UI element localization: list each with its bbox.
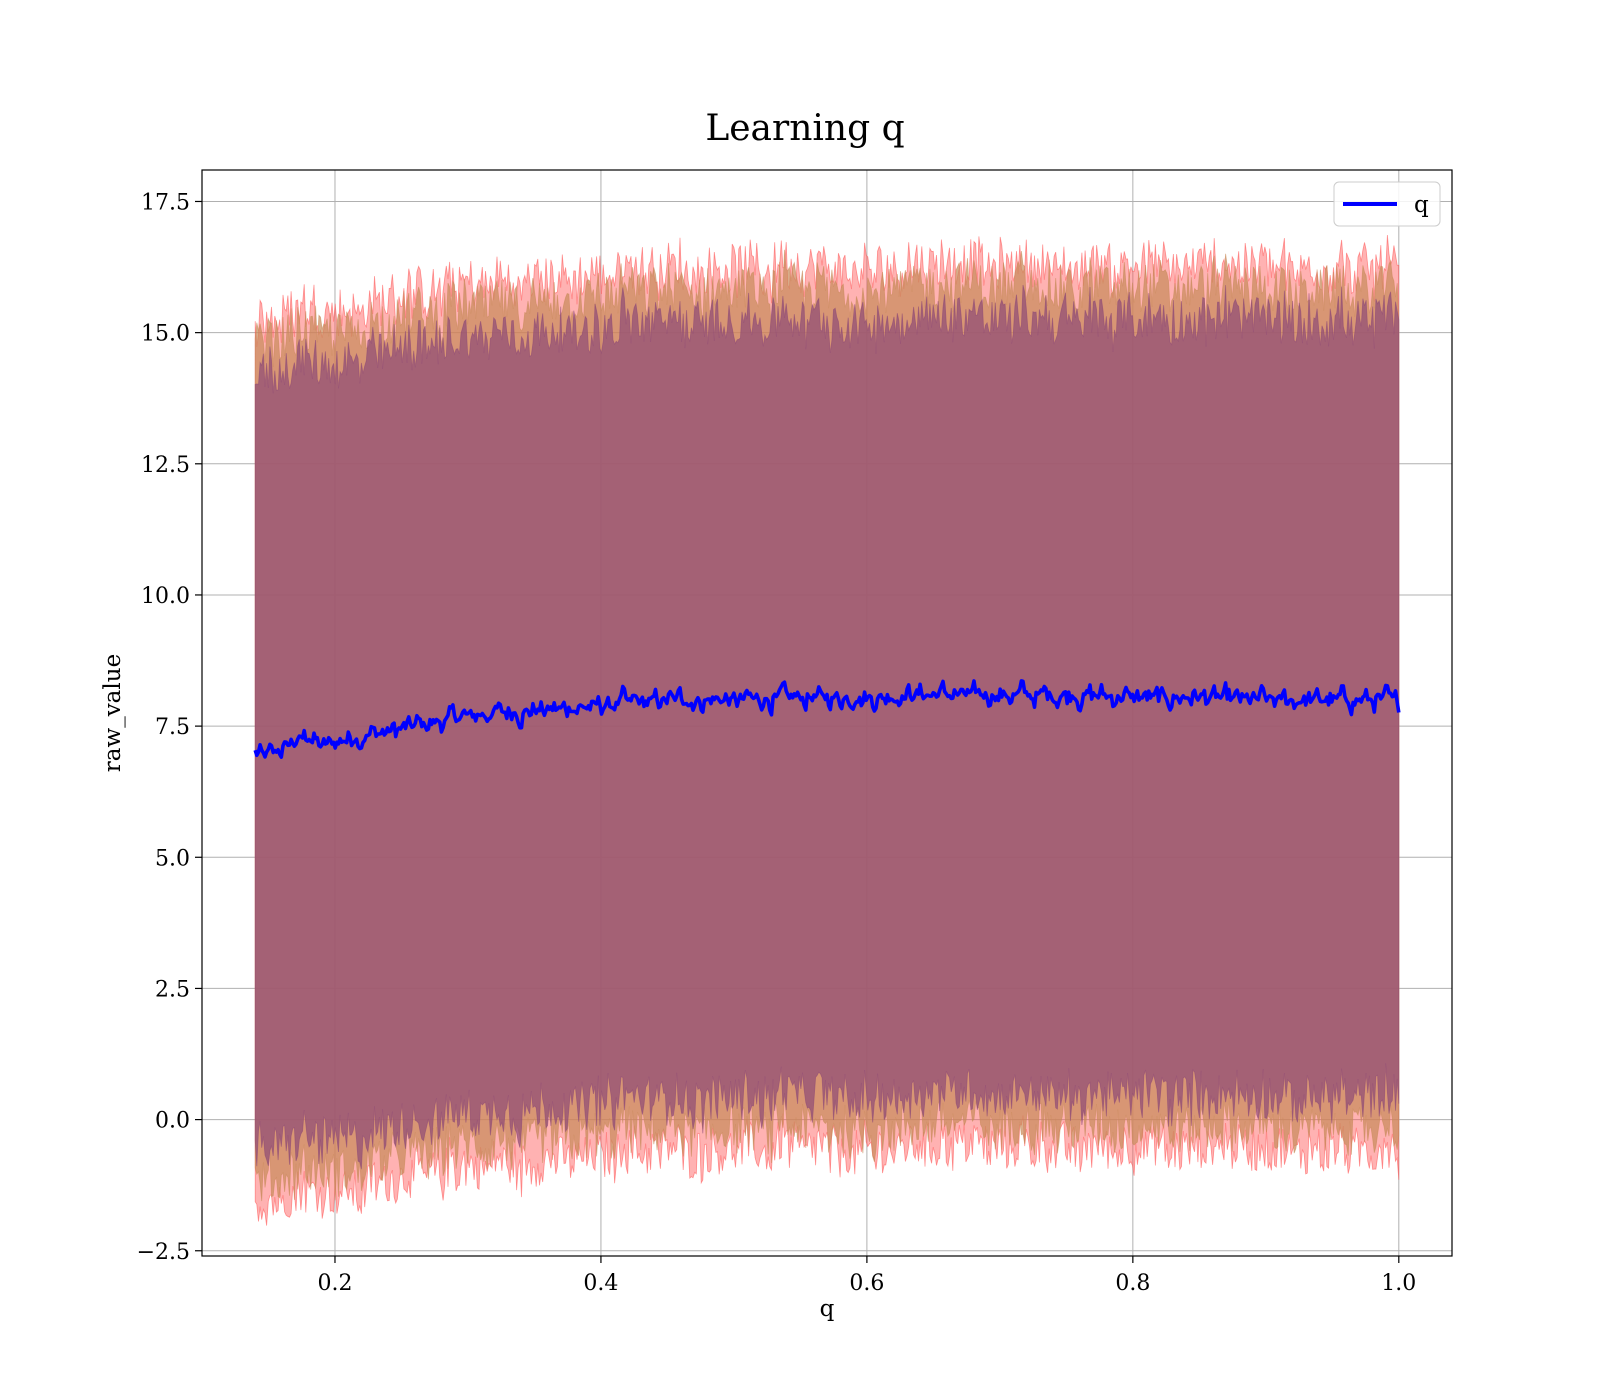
x-tick-label: 0.4: [583, 1271, 618, 1296]
y-tick-label: −2.5: [137, 1240, 190, 1265]
y-axis-label: raw_value: [100, 654, 126, 772]
series-line-q: [253, 679, 1401, 759]
y-tick-label: 15.0: [141, 322, 190, 347]
y-tick-label: 2.5: [155, 977, 190, 1002]
x-tick-label: 1.0: [1381, 1271, 1416, 1296]
x-axis-label: q: [820, 1296, 835, 1322]
legend: q: [1333, 181, 1441, 227]
chart-title: Learning q: [705, 108, 904, 149]
x-tick-label: 0.6: [849, 1271, 884, 1296]
x-tick-label: 0.8: [1115, 1271, 1150, 1296]
plot-frame: [201, 169, 1453, 1257]
y-tick-label: 12.5: [141, 453, 190, 478]
y-tick-label: 10.0: [141, 584, 190, 609]
band-2: [254, 284, 1400, 1170]
y-tick-label: 17.5: [141, 190, 190, 215]
legend-label-q: q: [1414, 192, 1429, 218]
y-tick-label: 0.0: [155, 1109, 190, 1134]
y-axis-ticks: −2.5 0.0 2.5 5.0 7.5 10.0 12.5 15.0 17.5: [137, 190, 202, 1265]
x-axis-ticks: 0.2 0.4 0.6 0.8 1.0: [317, 1256, 1416, 1296]
x-tick-label: 0.2: [317, 1271, 352, 1296]
y-tick-label: 5.0: [155, 846, 190, 871]
y-tick-label: 7.5: [155, 715, 190, 740]
series-lines: [253, 679, 1401, 759]
confidence-bands: [254, 234, 1400, 1226]
